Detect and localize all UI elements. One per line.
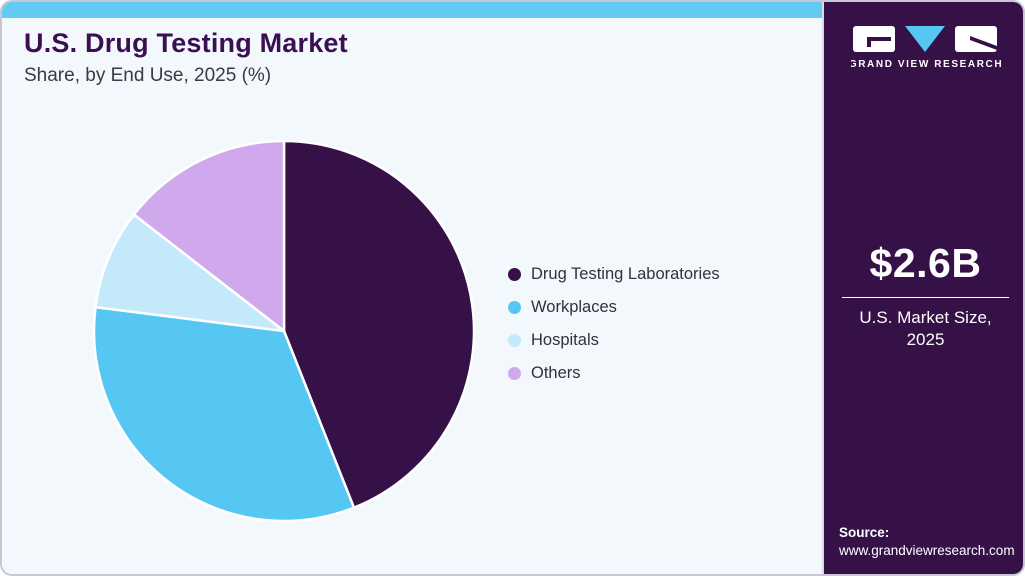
legend-item-hospitals: Hospitals [508, 330, 720, 350]
source-url: www.grandviewresearch.com [839, 543, 1015, 558]
source-block: Source: www.grandviewresearch.com [839, 525, 1015, 558]
top-accent-bar [2, 2, 824, 18]
page-title: U.S. Drug Testing Market [24, 28, 348, 58]
market-size-block: $2.6B U.S. Market Size, 2025 [824, 240, 1023, 351]
gvr-logo: GRAND VIEW RESEARCH [824, 24, 1023, 72]
pie-slice-hospitals [94, 213, 286, 333]
chart-area: U.S. Drug Testing Market Share, by End U… [2, 2, 824, 574]
chart-legend: Drug Testing Laboratories Workplaces Hos… [508, 264, 720, 383]
market-size-label-line1: U.S. Market Size, [859, 308, 992, 327]
header: U.S. Drug Testing Market Share, by End U… [24, 28, 348, 87]
legend-item-others: Others [508, 363, 720, 383]
legend-item-drug-testing-laboratories: Drug Testing Laboratories [508, 264, 720, 284]
market-size-value: $2.6B [869, 240, 982, 286]
pie-chart [92, 139, 476, 523]
legend-swatch [508, 366, 521, 380]
pie-slice-workplaces [92, 305, 356, 523]
logo-r-glyph [969, 36, 997, 50]
sidebar: GRAND VIEW RESEARCH $2.6B U.S. Market Si… [822, 2, 1023, 574]
legend-label: Drug Testing Laboratories [531, 264, 720, 283]
logo-brand-text: GRAND VIEW RESEARCH [851, 59, 1001, 70]
source-label: Source: [839, 525, 890, 540]
page-subtitle: Share, by End Use, 2025 (%) [24, 65, 272, 86]
logo-g-glyph [866, 37, 891, 47]
legend-label: Hospitals [531, 330, 599, 349]
pie-slice-others [132, 139, 286, 333]
pie-slice-drug-testing-laboratories [282, 139, 476, 509]
gvr-logo-icon: GRAND VIEW RESEARCH [851, 26, 1001, 70]
legend-swatch [508, 300, 521, 314]
legend-item-workplaces: Workplaces [508, 297, 720, 317]
legend-label: Workplaces [531, 297, 617, 316]
legend-swatch [508, 267, 521, 281]
logo-v-triangle [904, 26, 945, 52]
legend-swatch [508, 333, 521, 347]
market-size-divider [842, 297, 1009, 298]
legend-label: Others [531, 363, 581, 382]
market-size-label-line2: 2025 [906, 330, 945, 350]
